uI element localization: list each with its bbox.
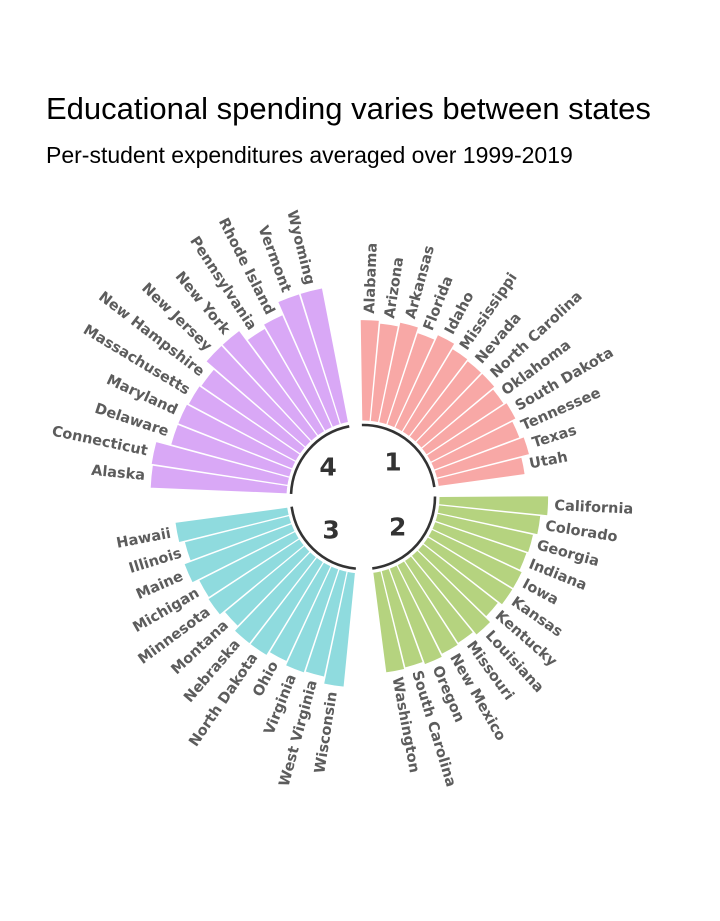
bar-michigan <box>198 530 301 599</box>
bar-vermont <box>277 293 341 429</box>
bar-washington <box>372 570 406 674</box>
bar-wisconsin <box>323 570 356 688</box>
bar-nebraska <box>233 551 318 645</box>
bar-oklahoma <box>420 388 505 456</box>
bar-illinois <box>183 514 293 562</box>
bar-new-york <box>221 329 319 442</box>
bar-south-dakota <box>425 401 517 464</box>
bar-florida <box>386 331 436 429</box>
chart-title: Educational spending varies between stat… <box>46 91 651 126</box>
group-1-arc <box>361 423 436 488</box>
bar-mississippi <box>401 347 469 438</box>
bar-maine <box>183 522 296 584</box>
group-4-label: 4 <box>319 453 336 482</box>
bar-texas <box>433 436 531 479</box>
group-1-label: 1 <box>384 448 401 477</box>
group-2-label: 2 <box>389 513 406 542</box>
bar-virginia <box>284 565 340 674</box>
label-wisconsin: Wisconsin <box>312 691 340 775</box>
bar-alaska <box>149 464 289 495</box>
bar-nevada <box>408 359 483 443</box>
bar-rhode-island <box>262 313 333 432</box>
bar-kentucky <box>416 543 500 618</box>
bar-wyoming <box>299 287 350 426</box>
bar-west-virginia <box>304 568 348 678</box>
bar-south-carolina <box>380 567 424 669</box>
bar-hawaii <box>174 506 290 544</box>
label-utah: Utah <box>528 449 569 472</box>
bar-new-mexico <box>396 560 460 656</box>
bar-utah <box>436 456 526 488</box>
bar-montana <box>223 544 311 628</box>
bar-arkansas <box>378 321 420 426</box>
bar-tennessee <box>430 420 521 471</box>
bar-arizona <box>369 322 400 424</box>
bar-idaho <box>394 333 456 433</box>
bar-alabama <box>359 319 380 422</box>
group-2-arc <box>372 496 437 570</box>
bar-pennsylvania <box>246 327 326 437</box>
bar-louisiana <box>410 549 492 636</box>
bar-iowa <box>427 528 523 590</box>
group-3-label: 3 <box>322 516 339 545</box>
chart-subtitle: Per-student expenditures averaged over 1… <box>46 142 573 168</box>
label-arizona: Arizona <box>382 256 407 320</box>
bar-maryland <box>177 403 297 470</box>
bar-minnesota <box>207 538 306 616</box>
bar-new-hampshire <box>200 368 307 455</box>
group-3-arc <box>290 506 356 570</box>
label-california: California <box>554 498 634 518</box>
label-hawaii: Hawaii <box>115 526 172 552</box>
label-alaska: Alaska <box>90 463 145 484</box>
bar-north-carolina <box>414 372 496 449</box>
bar-delaware <box>170 423 293 478</box>
bar-kansas <box>422 536 514 606</box>
bar-colorado <box>436 504 542 536</box>
bar-georgia <box>434 512 535 554</box>
bar-california <box>438 495 550 517</box>
bar-oregon <box>388 564 444 666</box>
bar-indiana <box>431 520 528 571</box>
bar-connecticut <box>150 440 291 486</box>
bar-missouri <box>403 555 475 645</box>
bar-north-dakota <box>249 556 325 657</box>
group-4-arc <box>289 425 350 495</box>
bar-ohio <box>268 561 332 663</box>
bar-new-jersey <box>205 344 312 449</box>
bar-massachusetts <box>187 385 301 462</box>
label-alabama: Alabama <box>362 242 381 314</box>
